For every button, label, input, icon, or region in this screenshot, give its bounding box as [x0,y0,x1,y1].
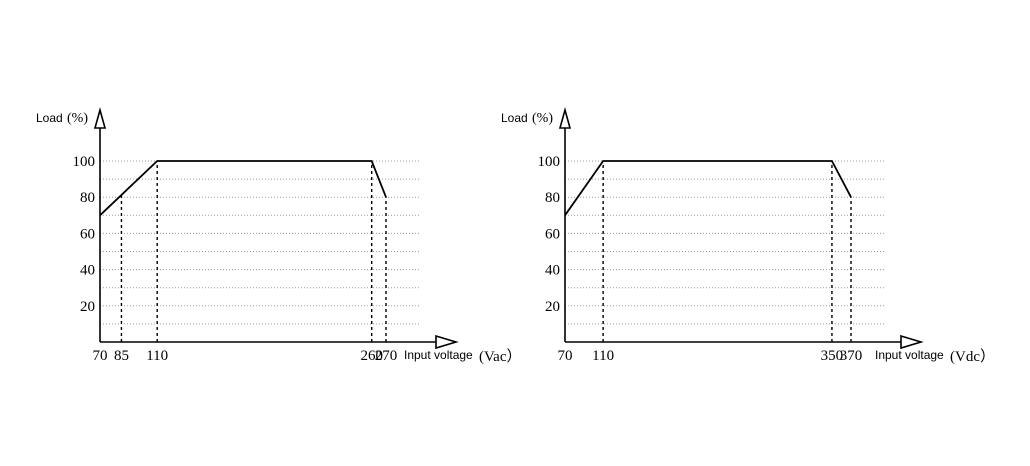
x-tick-label: 270 [375,348,398,364]
y-tick-label: 20 [80,299,95,315]
y-tick-label: 100 [538,154,561,170]
x-tick-label: 70 [93,348,108,364]
y-axis-arrow [558,107,572,129]
x-tick-label: 370 [840,348,863,364]
y-tick-label: 60 [545,226,560,242]
x-axis-unit: (Vdc） [950,348,995,365]
derating-curve [564,160,852,216]
x-axis-title: Input voltage [404,348,473,362]
x-axis-unit: (Vac） [479,348,521,365]
y-tick-label: 60 [80,226,95,242]
x-tick-label: 260 [360,348,383,364]
derating-curve [99,160,387,216]
y-tick-label: 80 [80,190,95,206]
x-tick-label: 85 [114,348,129,364]
y-tick-label: 40 [545,263,560,279]
y-axis-unit: (%) [67,111,88,126]
x-axis-title: Input voltage [875,348,944,362]
y-tick-label: 80 [545,190,560,206]
y-axis-unit: (%) [532,111,553,126]
y-axis-arrow [93,107,107,129]
x-axis-arrow [900,334,924,350]
x-tick-label: 70 [558,348,573,364]
y-tick-label: 100 [73,154,96,170]
y-axis-title: Load [501,111,528,125]
x-tick-label: 350 [821,348,844,364]
x-tick-label: 110 [592,348,614,364]
x-tick-label: 110 [146,348,168,364]
x-axis-arrow [435,334,459,350]
y-tick-label: 40 [80,263,95,279]
y-tick-label: 20 [545,299,560,315]
y-axis-title: Load [36,111,63,125]
